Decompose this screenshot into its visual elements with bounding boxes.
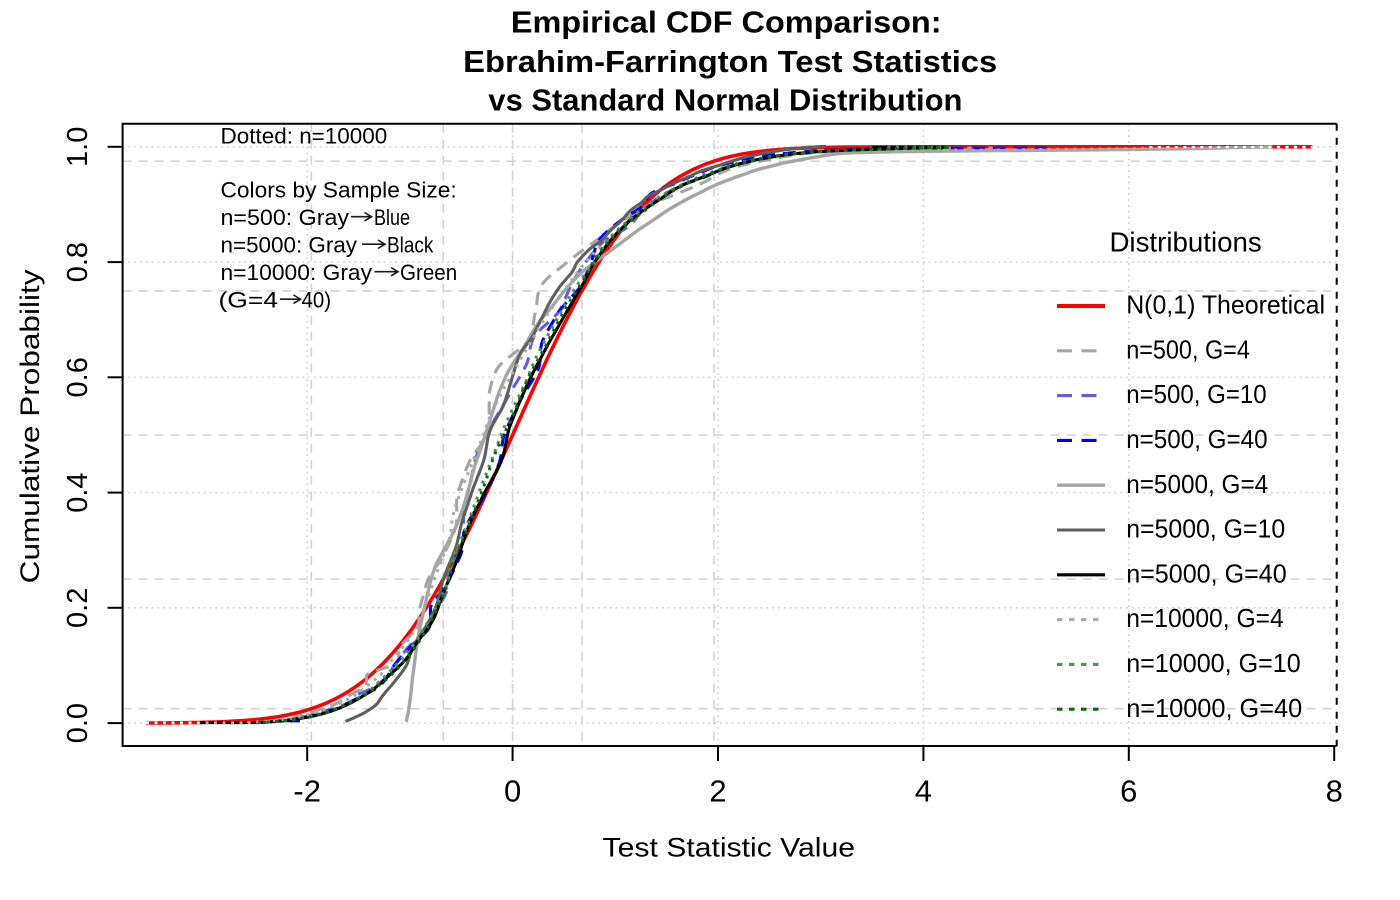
svg-text:1.0: 1.0 — [62, 127, 94, 167]
svg-text:vs Standard Normal Distributio: vs Standard Normal Distribution — [488, 83, 962, 118]
svg-text:n=10000: Gray: n=10000: Gray — [221, 260, 373, 285]
svg-text:Test Statistic Value: Test Statistic Value — [603, 833, 856, 863]
svg-text:-2: -2 — [293, 773, 321, 808]
svg-text:6: 6 — [1120, 773, 1137, 808]
svg-text:n=500: Gray: n=500: Gray — [221, 205, 350, 230]
svg-text:n=10000, G=4: n=10000, G=4 — [1126, 603, 1284, 633]
svg-text:0.8: 0.8 — [62, 242, 94, 282]
svg-text:N(0,1) Theoretical: N(0,1) Theoretical — [1126, 290, 1325, 320]
svg-text:Green: Green — [400, 260, 457, 285]
svg-text:n=5000: Gray: n=5000: Gray — [221, 233, 358, 258]
svg-text:Colors by Sample Size:: Colors by Sample Size: — [221, 178, 457, 203]
svg-text:4: 4 — [915, 773, 932, 808]
svg-text:Empirical CDF Comparison:: Empirical CDF Comparison: — [511, 5, 942, 40]
svg-text:0.4: 0.4 — [62, 472, 94, 512]
svg-text:0: 0 — [504, 773, 521, 808]
svg-text:0.0: 0.0 — [62, 703, 94, 743]
svg-text:2: 2 — [709, 773, 726, 808]
svg-text:n=5000, G=40: n=5000, G=40 — [1126, 558, 1287, 588]
svg-text:Black: Black — [387, 233, 434, 258]
svg-text:n=500, G=40: n=500, G=40 — [1126, 424, 1267, 454]
svg-text:(G=4: (G=4 — [219, 288, 279, 313]
svg-text:40): 40) — [302, 288, 332, 313]
svg-text:Blue: Blue — [374, 205, 410, 230]
svg-text:Distributions: Distributions — [1109, 227, 1261, 258]
svg-text:n=500, G=4: n=500, G=4 — [1126, 334, 1250, 364]
svg-text:n=10000, G=10: n=10000, G=10 — [1126, 648, 1301, 678]
svg-text:Cumulative Probability: Cumulative Probability — [15, 269, 45, 584]
svg-text:n=5000, G=10: n=5000, G=10 — [1126, 514, 1285, 544]
svg-text:0.2: 0.2 — [62, 588, 94, 628]
svg-text:n=5000, G=4: n=5000, G=4 — [1126, 469, 1268, 499]
svg-text:Dotted: n=10000: Dotted: n=10000 — [221, 124, 388, 149]
svg-text:Ebrahim-Farrington Test Statis: Ebrahim-Farrington Test Statistics — [463, 44, 997, 79]
svg-text:8: 8 — [1326, 773, 1343, 808]
svg-text:0.6: 0.6 — [62, 357, 94, 397]
svg-text:n=500, G=10: n=500, G=10 — [1126, 379, 1267, 409]
svg-text:n=10000, G=40: n=10000, G=40 — [1126, 693, 1302, 723]
